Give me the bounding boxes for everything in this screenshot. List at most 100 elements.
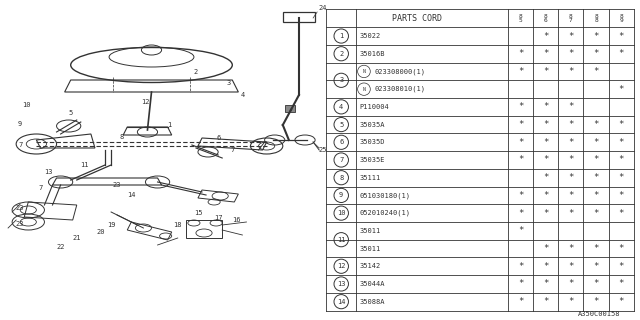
Text: *: * — [593, 279, 598, 288]
Text: 23: 23 — [16, 221, 24, 227]
Text: 7: 7 — [18, 142, 22, 148]
Text: 023308010(1): 023308010(1) — [375, 86, 426, 92]
Text: *: * — [593, 297, 598, 306]
Text: 23: 23 — [16, 205, 24, 211]
Text: 10: 10 — [337, 210, 346, 216]
Text: 8: 8 — [119, 134, 124, 140]
Text: *: * — [593, 191, 598, 200]
Text: *: * — [568, 297, 573, 306]
Text: 24: 24 — [319, 5, 328, 11]
Text: 23: 23 — [113, 182, 122, 188]
Text: *: * — [618, 120, 624, 129]
Text: *: * — [543, 120, 548, 129]
Text: 5: 5 — [68, 110, 73, 116]
Text: 8
6: 8 6 — [544, 14, 548, 23]
Text: *: * — [568, 102, 573, 111]
Text: *: * — [593, 138, 598, 147]
Text: *: * — [568, 173, 573, 182]
Text: 35035E: 35035E — [359, 157, 385, 163]
Text: *: * — [518, 120, 524, 129]
Text: *: * — [518, 102, 524, 111]
Text: 11: 11 — [337, 237, 346, 243]
Text: *: * — [618, 209, 624, 218]
Text: 052010240(1): 052010240(1) — [359, 210, 410, 216]
Text: *: * — [618, 297, 624, 306]
Text: 18: 18 — [173, 222, 182, 228]
Text: *: * — [593, 120, 598, 129]
Text: *: * — [543, 156, 548, 164]
Text: *: * — [593, 262, 598, 271]
Text: 14: 14 — [127, 192, 136, 198]
Text: *: * — [568, 244, 573, 253]
Text: 19: 19 — [107, 222, 115, 228]
Text: 35142: 35142 — [359, 263, 381, 269]
Text: 12: 12 — [141, 99, 150, 105]
Text: 4: 4 — [240, 92, 244, 98]
Text: *: * — [518, 262, 524, 271]
Text: 13: 13 — [337, 281, 346, 287]
Text: 8: 8 — [339, 175, 343, 181]
Text: 7: 7 — [230, 147, 234, 153]
Text: 35016B: 35016B — [359, 51, 385, 57]
Text: N: N — [362, 69, 365, 74]
Text: 22: 22 — [56, 244, 65, 250]
Text: *: * — [518, 67, 524, 76]
Text: *: * — [618, 262, 624, 271]
Text: *: * — [543, 138, 548, 147]
Text: *: * — [593, 209, 598, 218]
Text: 8
9: 8 9 — [620, 14, 623, 23]
Text: 35111: 35111 — [359, 175, 381, 181]
Text: A350C00158: A350C00158 — [579, 311, 621, 317]
Text: 10: 10 — [22, 102, 31, 108]
Text: 15: 15 — [194, 210, 202, 216]
Text: 2: 2 — [339, 51, 343, 57]
Text: *: * — [518, 226, 524, 235]
Text: 1: 1 — [339, 33, 343, 39]
Text: *: * — [618, 85, 624, 94]
Text: *: * — [593, 244, 598, 253]
Text: 8
7: 8 7 — [569, 14, 573, 23]
Text: *: * — [593, 32, 598, 41]
Text: *: * — [518, 49, 524, 58]
Polygon shape — [285, 105, 295, 112]
Text: *: * — [568, 67, 573, 76]
Text: 8
8: 8 8 — [594, 14, 598, 23]
Text: *: * — [543, 191, 548, 200]
Text: 12: 12 — [337, 263, 346, 269]
Text: 8
5: 8 5 — [519, 14, 523, 23]
Text: *: * — [593, 49, 598, 58]
Text: 35022: 35022 — [359, 33, 381, 39]
Text: *: * — [568, 156, 573, 164]
Text: *: * — [568, 209, 573, 218]
Text: 35035D: 35035D — [359, 139, 385, 145]
Text: *: * — [518, 156, 524, 164]
Text: 9: 9 — [18, 121, 22, 127]
Text: *: * — [518, 191, 524, 200]
Text: *: * — [543, 32, 548, 41]
Text: PARTS CORD: PARTS CORD — [392, 14, 442, 23]
Text: *: * — [543, 297, 548, 306]
Text: 2: 2 — [194, 69, 198, 75]
Text: *: * — [568, 49, 573, 58]
Text: *: * — [568, 120, 573, 129]
Text: *: * — [593, 156, 598, 164]
Text: *: * — [618, 32, 624, 41]
Text: 3: 3 — [226, 80, 230, 86]
Text: *: * — [618, 138, 624, 147]
Text: 35088A: 35088A — [359, 299, 385, 305]
Text: 35035A: 35035A — [359, 122, 385, 128]
Text: 16: 16 — [232, 217, 241, 223]
Text: *: * — [568, 138, 573, 147]
Text: 35011: 35011 — [359, 245, 381, 252]
Text: 25: 25 — [319, 147, 328, 153]
Text: 20: 20 — [97, 229, 105, 235]
Text: *: * — [518, 297, 524, 306]
Text: 6: 6 — [339, 139, 343, 145]
Text: *: * — [518, 209, 524, 218]
Text: *: * — [618, 279, 624, 288]
Text: 1: 1 — [168, 122, 172, 128]
Text: 7: 7 — [339, 157, 343, 163]
Text: *: * — [568, 32, 573, 41]
Text: *: * — [543, 244, 548, 253]
Text: 11: 11 — [81, 162, 89, 168]
